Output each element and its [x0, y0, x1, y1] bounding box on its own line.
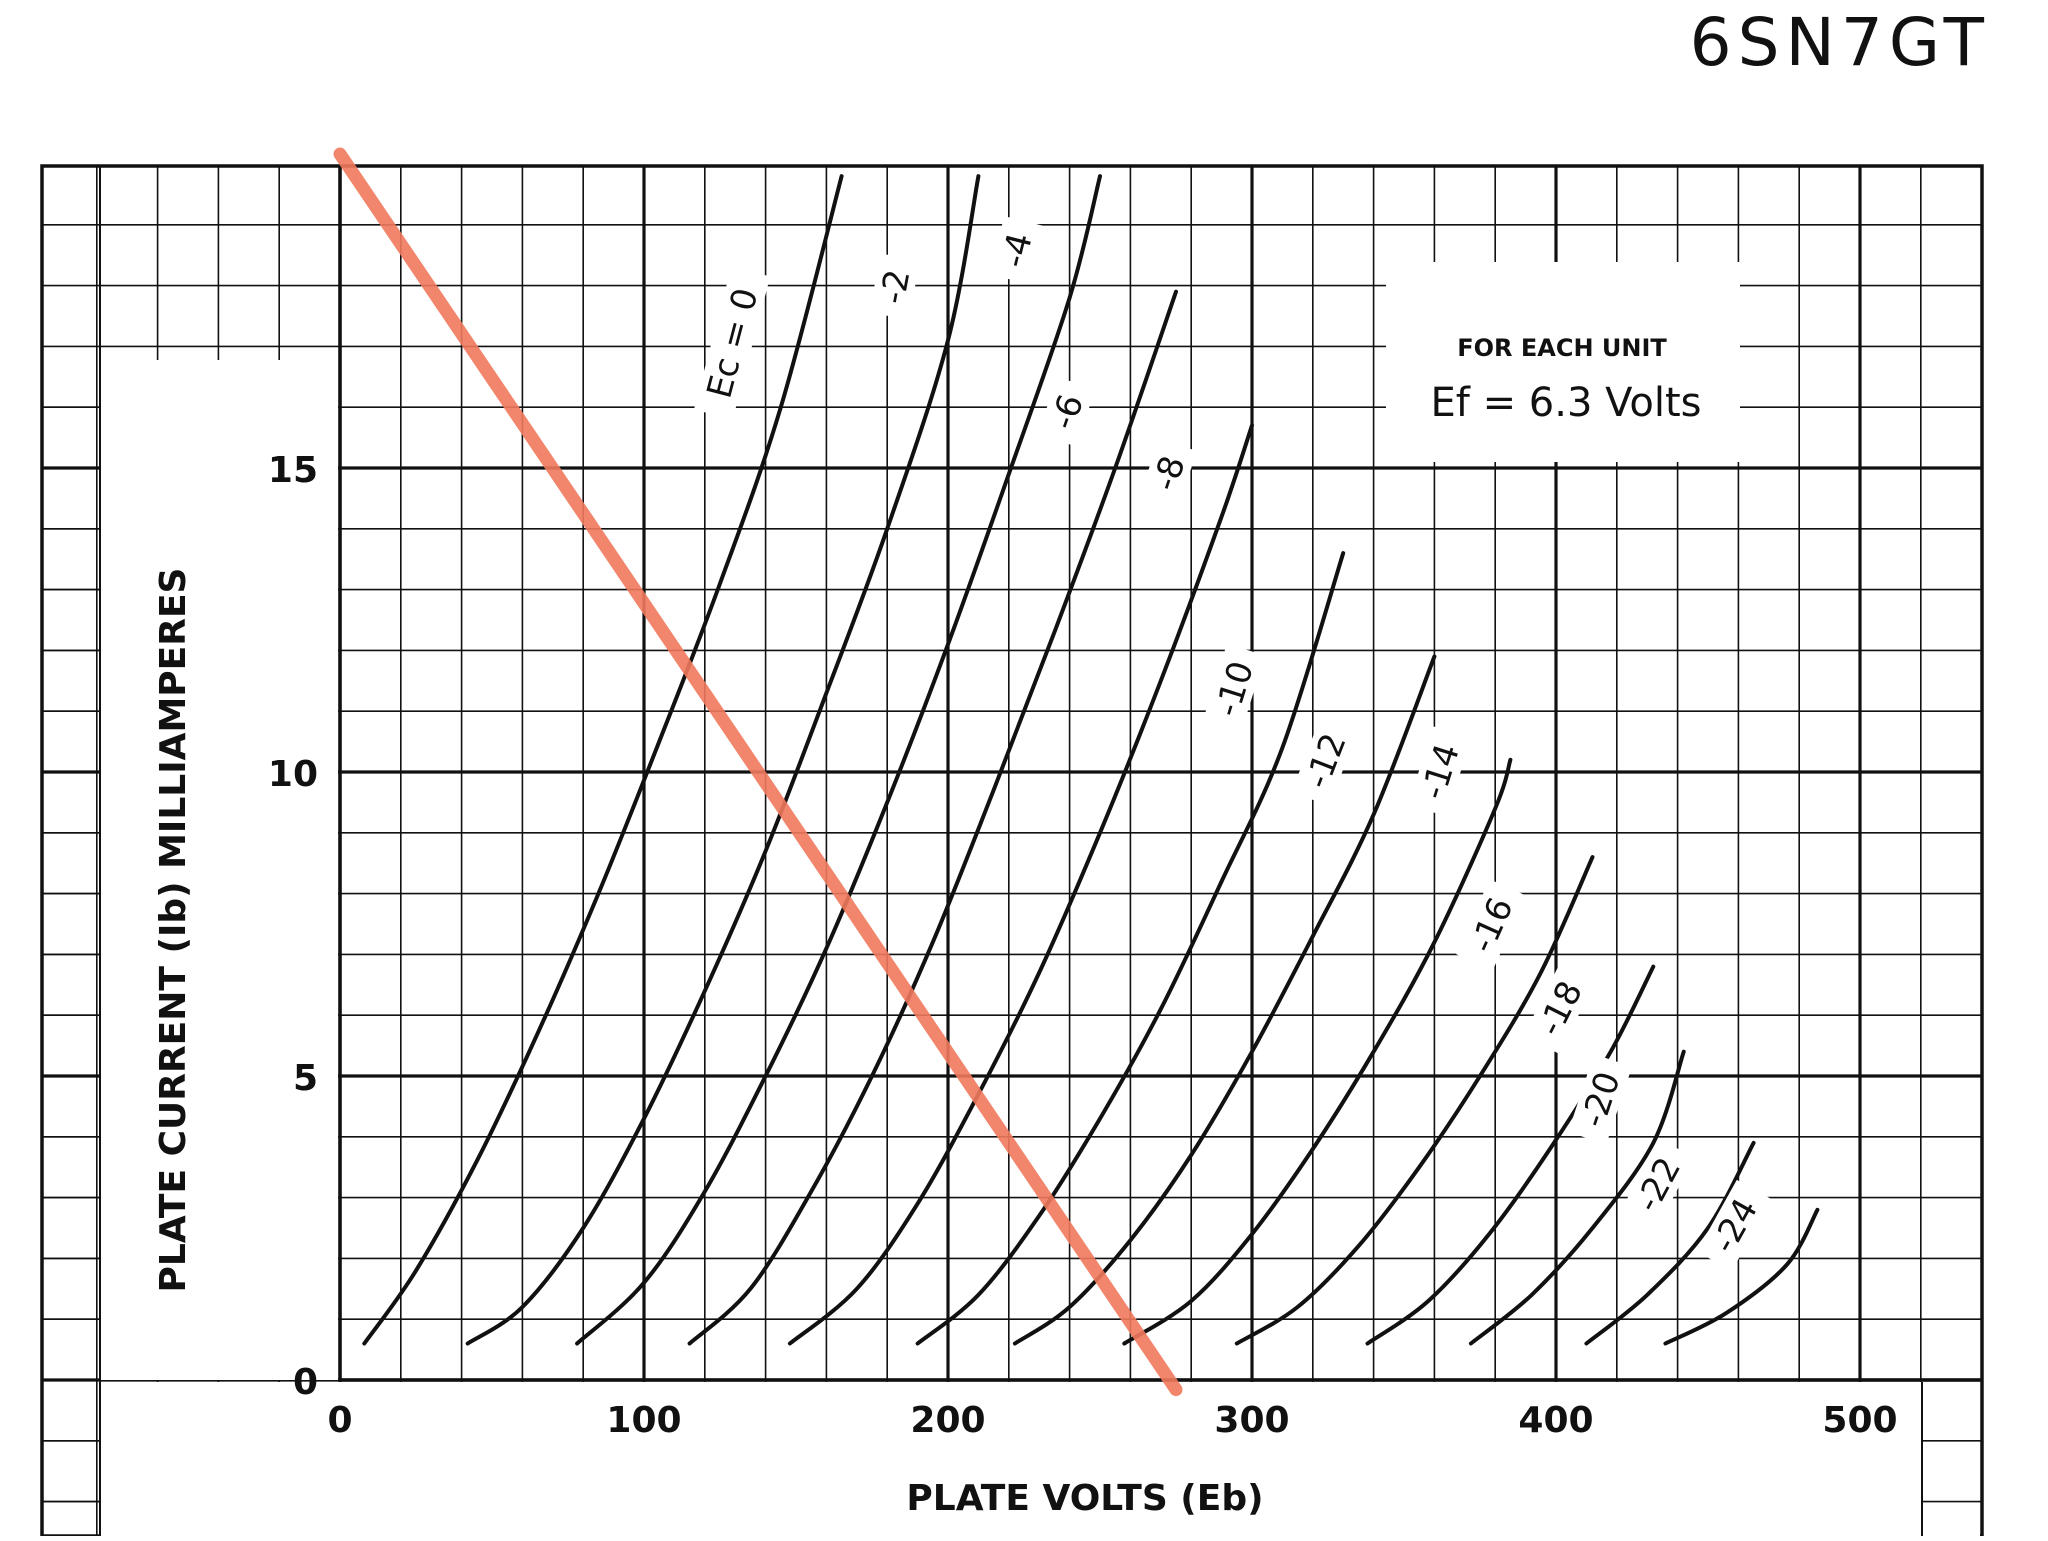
bottom-margin: [100, 1382, 1980, 1536]
curve-ec-neg14: [1122, 757, 1513, 1346]
axis-margin: [100, 360, 338, 1380]
x-tick-label: 500: [1822, 1400, 1897, 1441]
curve-label-group: -4: [989, 216, 1044, 284]
x-tick-label: 200: [910, 1400, 985, 1441]
x-tick-label: 0: [327, 1400, 352, 1441]
curve-ec-neg12: [1012, 654, 1437, 1346]
curve-label-bg: [869, 253, 920, 320]
curve-ec-neg24: [1663, 1207, 1820, 1346]
curve-ec-neg16: [1234, 855, 1595, 1346]
curve-label-bg: [1202, 643, 1266, 734]
curve-label-bg: [1568, 1054, 1633, 1145]
curve-ec-neg10: [915, 551, 1346, 1346]
y-tick-label: 5: [293, 1058, 318, 1099]
load-line-layer: [333, 147, 1183, 1397]
chart-title: 6SN7GT: [1690, 4, 1990, 81]
curve-label-bg: [989, 216, 1044, 284]
y-axis-label: PLATE CURRENT (Ib) MILLIAMPERES: [153, 568, 194, 1293]
x-tick-label: 100: [606, 1400, 681, 1441]
x-tick-label: 300: [1214, 1400, 1289, 1441]
curve-label-bg: [1140, 438, 1197, 508]
x-tick-label: 400: [1518, 1400, 1593, 1441]
curve-label-bg: [693, 266, 771, 420]
curve-ec-0: [362, 174, 844, 1346]
annotation-box: FOR EACH UNIT Ef = 6.3 Volts: [1386, 262, 1740, 462]
y-tick-label: 0: [293, 1362, 318, 1403]
curve-label-bg: [1456, 879, 1527, 971]
annotation-line2: Ef = 6.3 Volts: [1431, 380, 1702, 426]
curve-label-bg: [1408, 726, 1472, 817]
curve-label-bg: [1523, 962, 1596, 1054]
curve-ec-neg18: [1365, 964, 1656, 1346]
curve-label-bg: [1037, 376, 1096, 447]
load-line: [333, 147, 1183, 1397]
curve-ec-neg6: [687, 289, 1178, 1346]
curve-ec-neg4: [575, 174, 1102, 1346]
annotation-line1: FOR EACH UNIT: [1457, 334, 1667, 362]
y-tick-label: 10: [268, 754, 318, 795]
curve-label-bg: [1620, 1138, 1695, 1230]
curve-ec-neg8: [787, 423, 1254, 1346]
curve-label-bg: [1696, 1179, 1772, 1271]
curve-ec-neg2: [465, 174, 981, 1346]
x-axis-label: PLATE VOLTS (Eb): [906, 1478, 1263, 1519]
curve-ec-neg20: [1468, 1049, 1686, 1346]
curve-label-bg: [1291, 715, 1359, 807]
y-tick-label: 15: [268, 450, 318, 491]
curve-label-group: -2: [869, 253, 920, 320]
curve-label: -2: [873, 266, 919, 307]
grid: [40, 164, 1984, 1538]
curve-ec-neg22: [1584, 1140, 1756, 1346]
text-layer: 6SN7GT PLATE VOLTS (Eb) PLATE CURRENT (I…: [153, 4, 1990, 1519]
curves: [362, 174, 1820, 1346]
